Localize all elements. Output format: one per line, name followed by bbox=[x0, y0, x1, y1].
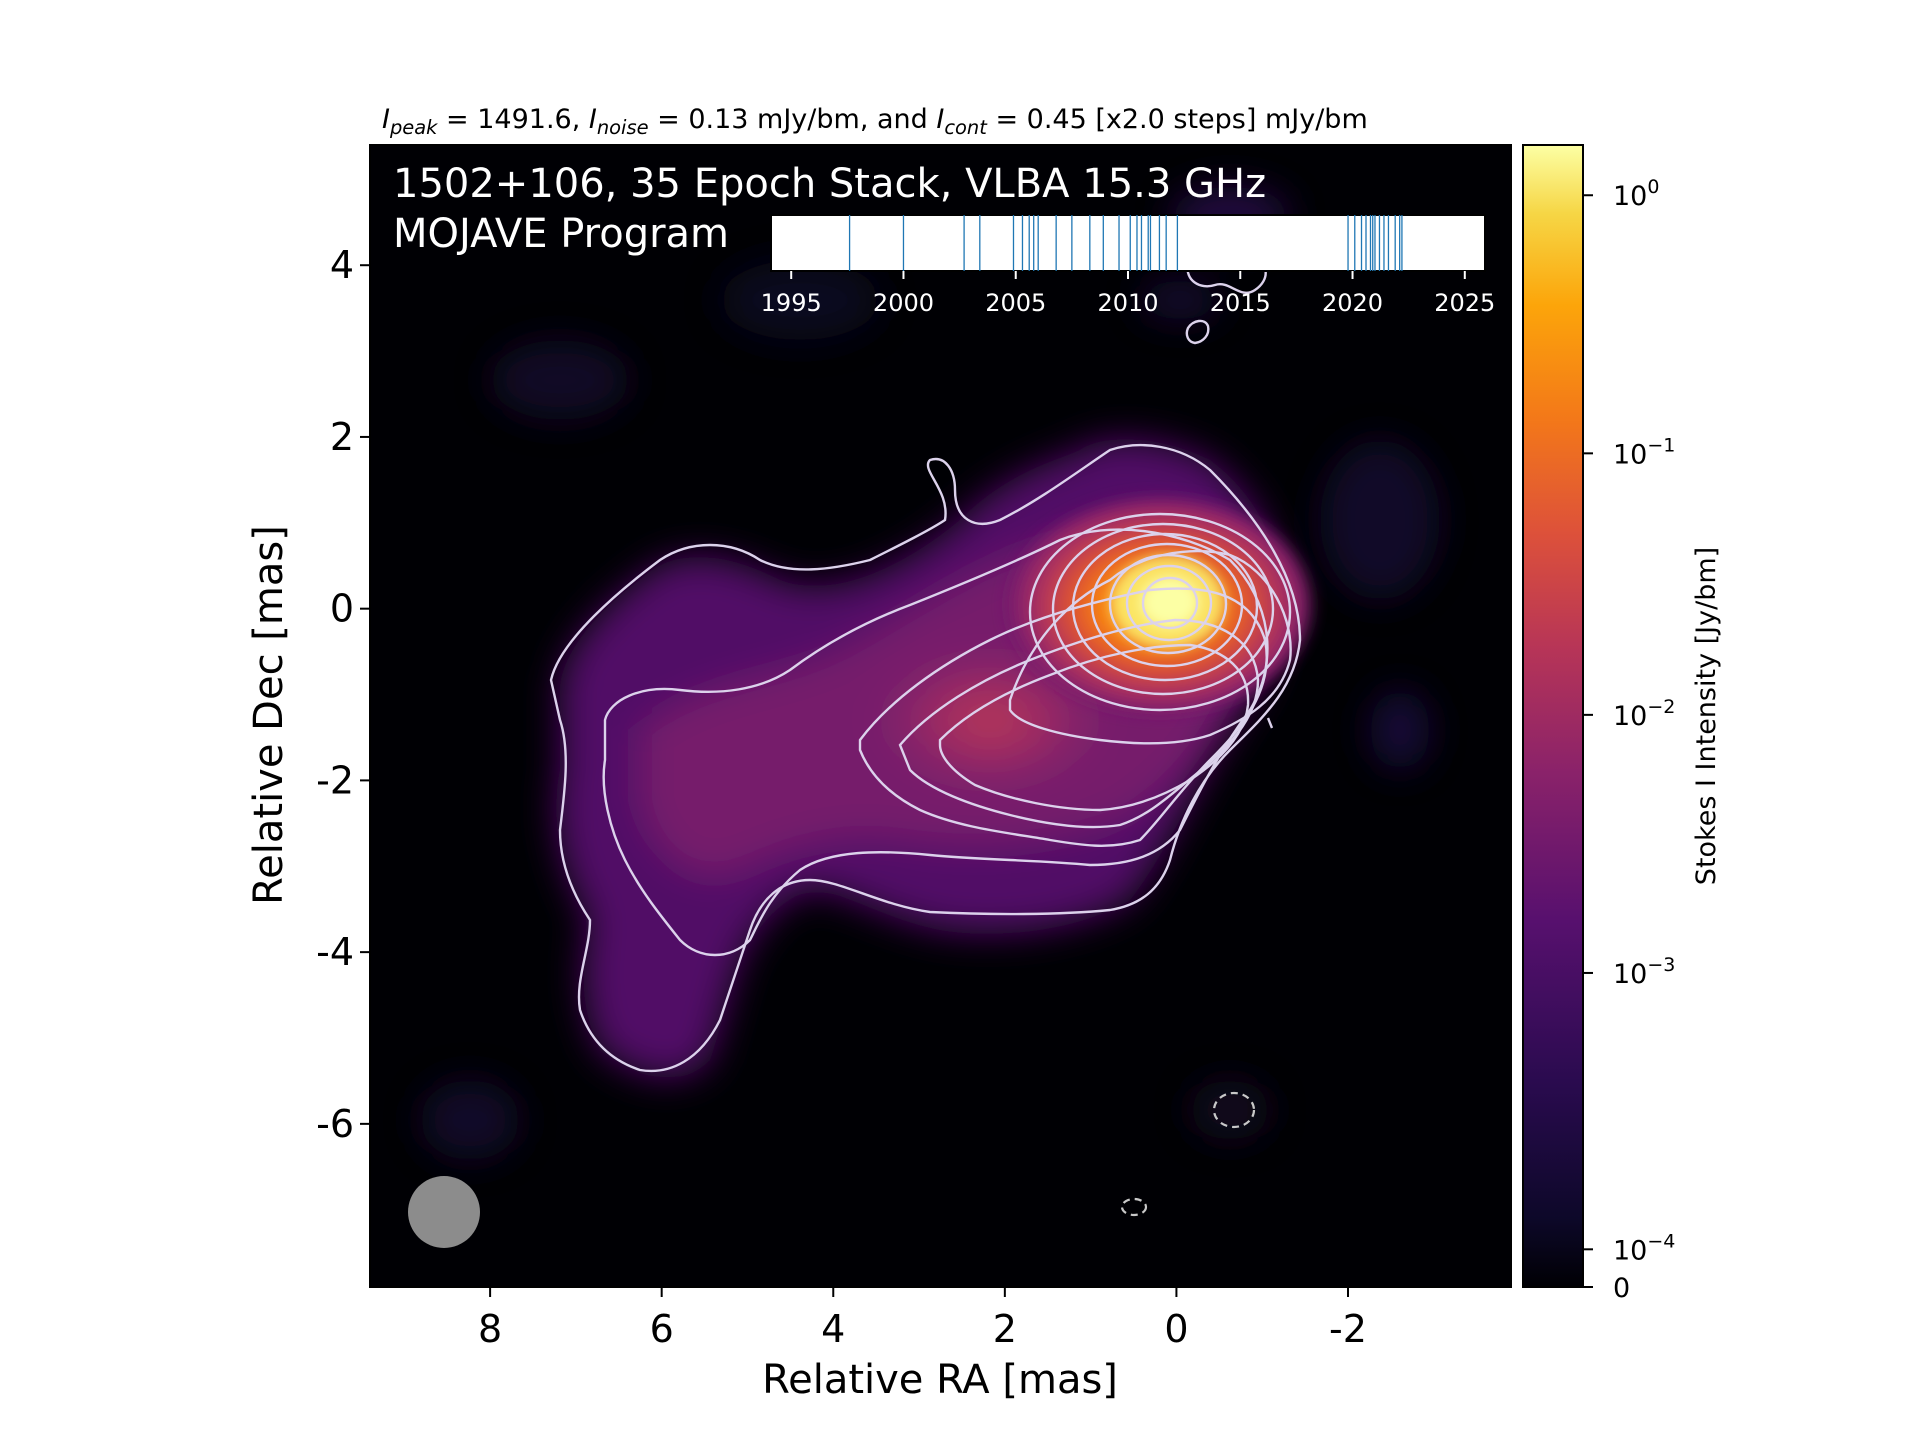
beam-ellipse bbox=[408, 1176, 480, 1248]
contour-level-13 bbox=[1141, 576, 1199, 630]
x-tick-label: 4 bbox=[821, 1307, 845, 1351]
contour-lines bbox=[549, 252, 1302, 1073]
plot-frame bbox=[369, 144, 1512, 1288]
header-sub-peak: peak bbox=[389, 116, 438, 139]
y-tick-label: 2 bbox=[330, 415, 354, 459]
contour-isolated-small bbox=[1185, 319, 1210, 345]
header-sub-cont: cont bbox=[944, 116, 988, 139]
header-i-noise: I bbox=[589, 104, 597, 135]
colorbar-tick-exponent: −3 bbox=[1647, 954, 1675, 976]
epoch-lines bbox=[848, 215, 1403, 271]
contour-level-11 bbox=[1108, 553, 1228, 655]
header-sub-noise: noise bbox=[597, 116, 649, 139]
negative-contour-2 bbox=[1120, 1197, 1148, 1217]
epoch-timeline-box bbox=[770, 214, 1486, 272]
epoch-axis-ticks: 1995 2000 2005 2010 2015 2020 2025 bbox=[761, 271, 1495, 317]
colorbar-tick-label: 100 bbox=[1613, 176, 1659, 212]
epoch-tick-label: 2000 bbox=[873, 289, 934, 317]
header-i-peak: I bbox=[382, 104, 390, 135]
epoch-tick-label: 2015 bbox=[1210, 289, 1271, 317]
colorbar-tick-base: 10 bbox=[1613, 439, 1647, 470]
y-tick-label: 4 bbox=[330, 243, 354, 287]
colorbar-tick-label: 10−3 bbox=[1613, 954, 1675, 990]
header-text-2: = 0.13 mJy/bm, and bbox=[649, 104, 937, 135]
x-tick-label: 6 bbox=[650, 1307, 674, 1351]
colorbar-gradient-bar bbox=[1522, 144, 1584, 1288]
epoch-tick-label: 2010 bbox=[1097, 289, 1158, 317]
colorbar-tick-base: 10 bbox=[1613, 181, 1647, 212]
contour-level-10 bbox=[1090, 542, 1244, 668]
x-tick-label: 2 bbox=[993, 1307, 1017, 1351]
negative-contours bbox=[1120, 1091, 1256, 1217]
x-tick-label: 0 bbox=[1164, 1307, 1188, 1351]
negative-contour-1 bbox=[1212, 1091, 1256, 1129]
header-formula: Ipeak = 1491.6, Inoise = 0.13 mJy/bm, an… bbox=[382, 104, 1368, 139]
contour-level-12 bbox=[1125, 564, 1213, 642]
y-tick-label: 0 bbox=[330, 587, 354, 631]
colorbar-tick-exponent: 0 bbox=[1647, 176, 1659, 198]
epoch-tick-label: 2025 bbox=[1434, 289, 1495, 317]
colorbar-tick-base: 10 bbox=[1613, 959, 1647, 990]
y-tick-label: -2 bbox=[316, 758, 354, 802]
x-axis-label: Relative RA [mas] bbox=[762, 1357, 1118, 1403]
image-title-line2: MOJAVE Program bbox=[393, 211, 729, 257]
image-title-line1: 1502+106, 35 Epoch Stack, VLBA 15.3 GHz bbox=[393, 161, 1266, 207]
colorbar-label: Stokes I Intensity [Jy/bm] bbox=[1691, 547, 1722, 885]
y-tick-label: -4 bbox=[316, 930, 354, 974]
epoch-tick-label: 1995 bbox=[761, 289, 822, 317]
header-i-cont: I bbox=[936, 104, 944, 135]
epoch-tick-label: 2005 bbox=[985, 289, 1046, 317]
y-axis: 4 2 0 -2 -4 -6 bbox=[316, 243, 370, 1146]
colorbar-tick-exponent: −2 bbox=[1647, 696, 1675, 718]
contour-level-2 bbox=[602, 528, 1269, 957]
contour-level-1 bbox=[549, 444, 1302, 1073]
colorbar-tick-base: 10 bbox=[1613, 701, 1647, 732]
contour-level-5 bbox=[938, 643, 1250, 812]
contour-level-9 bbox=[1071, 532, 1259, 682]
colorbar-tick-label: 10−2 bbox=[1613, 696, 1675, 732]
contour-level-6 bbox=[1008, 549, 1292, 745]
header-text-1: = 1491.6, bbox=[437, 104, 588, 135]
colorbar-tick-base: 10 bbox=[1613, 1235, 1647, 1266]
x-tick-label: 8 bbox=[478, 1307, 502, 1351]
contour-isolated-south bbox=[1266, 717, 1274, 729]
contour-level-7 bbox=[1028, 512, 1292, 712]
epoch-timeline-inset: 1995 2000 2005 2010 2015 2020 2025 bbox=[761, 214, 1495, 317]
epoch-tick-label: 2020 bbox=[1322, 289, 1383, 317]
colorbar-tick-exponent: −1 bbox=[1647, 434, 1675, 456]
contour-level-8 bbox=[1051, 522, 1275, 696]
colorbar-tick-label: 0 bbox=[1613, 1273, 1630, 1304]
y-axis-label: Relative Dec [mas] bbox=[246, 525, 292, 905]
header-text-3: = 0.45 [x2.0 steps] mJy/bm bbox=[987, 104, 1368, 135]
colorbar-tick-exponent: −4 bbox=[1647, 1230, 1675, 1252]
x-tick-label: -2 bbox=[1329, 1307, 1367, 1351]
x-axis: 8 6 4 2 0 -2 bbox=[478, 1287, 1367, 1351]
colorbar-tick-label: 10−1 bbox=[1613, 434, 1675, 470]
y-tick-label: -6 bbox=[316, 1102, 354, 1146]
contour-level-3 bbox=[858, 587, 1268, 847]
colorbar-tick-label: 10−4 bbox=[1613, 1230, 1675, 1266]
image-panel: 1502+106, 35 Epoch Stack, VLBA 15.3 GHz … bbox=[370, 145, 1511, 1287]
